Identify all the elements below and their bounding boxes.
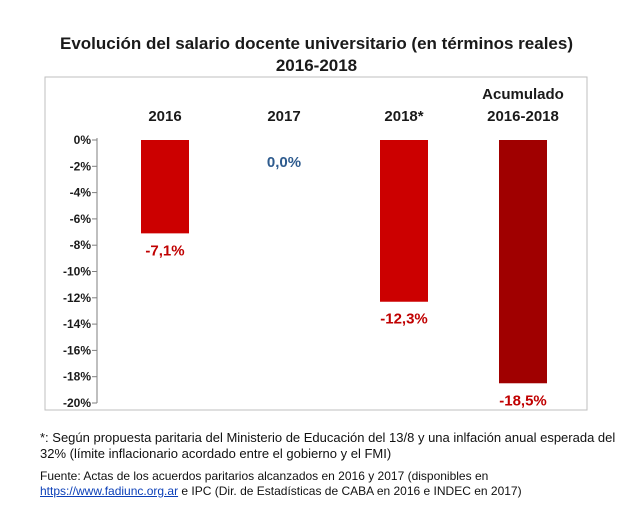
category-label: 2016 — [148, 108, 181, 125]
source-link[interactable]: https://www.fadiunc.org.ar — [40, 484, 179, 498]
salary-bar-chart: 0% -2% -4% -6% -8% -10% -12% -14% -16% -18% -20% 2… — [44, 76, 588, 411]
data-labels: -7,1% 0,0% -12,3% -18,5% — [145, 154, 546, 409]
y-tick-label: -18% — [63, 370, 91, 384]
y-tick-label: 0% — [74, 133, 92, 147]
y-tick-label: -2% — [70, 159, 92, 173]
data-label: -7,1% — [145, 242, 184, 259]
y-tick-label: -16% — [63, 343, 91, 357]
y-tick-label: -8% — [70, 238, 92, 252]
data-label: -18,5% — [499, 392, 547, 409]
bar — [380, 140, 428, 302]
source-suffix: e IPC (Dir. de Estadísticas de CABA en 2… — [178, 484, 522, 498]
data-label: -12,3% — [380, 311, 428, 328]
y-tick-label: -4% — [70, 186, 92, 200]
category-label: 2017 — [267, 108, 300, 125]
chart-title-line-1: Evolución del salario docente universita… — [60, 34, 573, 53]
plot-frame — [44, 76, 588, 411]
data-label: 0,0% — [267, 154, 301, 171]
footnote: *: Según propuesta paritaria del Ministe… — [40, 430, 616, 461]
y-tick-label: -20% — [63, 396, 91, 410]
chart-title: Evolución del salario docente universita… — [0, 33, 633, 77]
category-label: 2018* — [384, 108, 423, 125]
y-tick-label: -6% — [70, 212, 92, 226]
y-tick-label: -10% — [63, 265, 91, 279]
y-tick-label: -12% — [63, 291, 91, 305]
source-prefix: Fuente: Actas de los acuerdos paritarios… — [40, 469, 489, 483]
y-axis-ticks: 0% -2% -4% -6% -8% -10% -12% -14% -16% -18% -20% — [63, 133, 97, 410]
bars — [141, 140, 547, 384]
category-label: 2016-2018 — [487, 108, 559, 125]
category-label: Acumulado — [482, 86, 564, 103]
bar — [499, 140, 547, 384]
category-labels: 2016 2017 2018* Acumulado 2016-2018 — [148, 86, 564, 125]
y-tick-label: -14% — [63, 317, 91, 331]
chart-title-line-2: 2016-2018 — [275, 56, 358, 75]
source-note: Fuente: Actas de los acuerdos paritarios… — [40, 469, 630, 499]
bar — [141, 140, 189, 234]
